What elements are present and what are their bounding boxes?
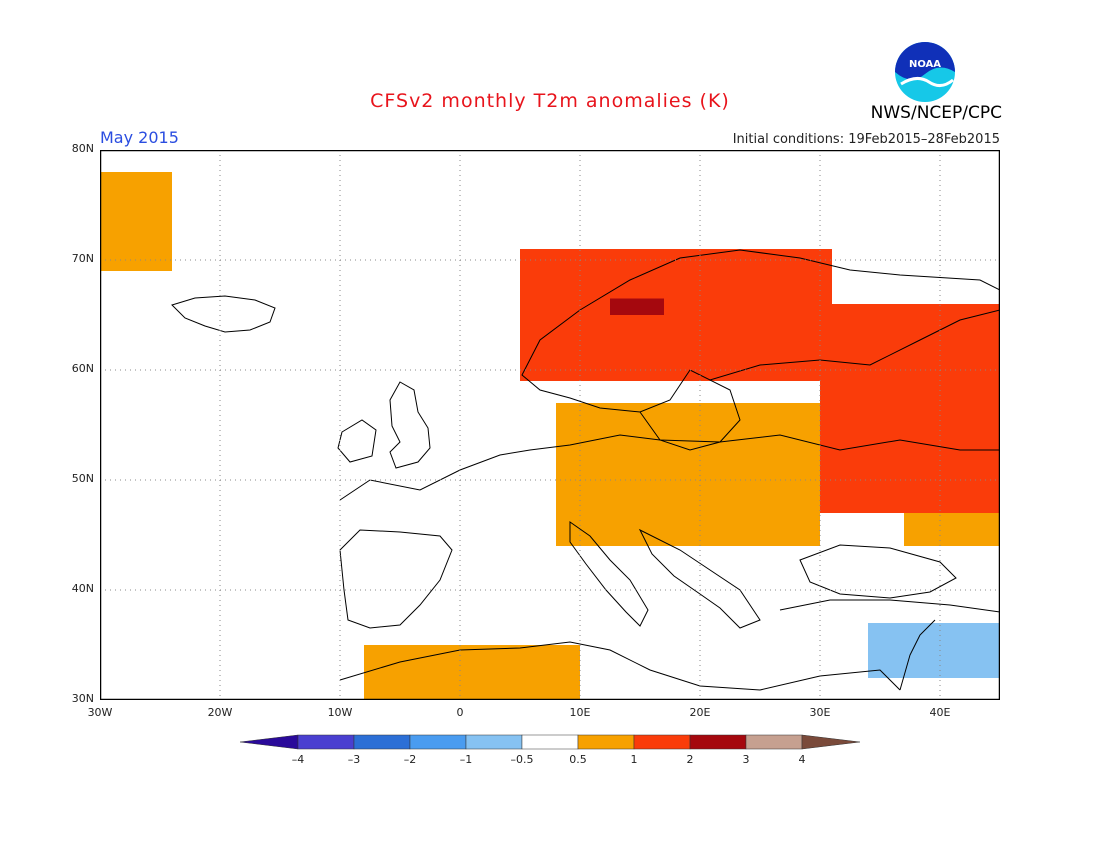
anomaly-cells xyxy=(100,172,1000,700)
colorbar-box xyxy=(689,734,747,750)
anomaly-region-greenland-east-coast xyxy=(100,172,172,271)
graticule xyxy=(100,150,1000,700)
anomaly-region-north-africa xyxy=(364,645,580,700)
anomaly-region-black-sea-north xyxy=(904,513,1000,546)
black-sea-outline xyxy=(799,544,957,599)
colorbar-tick-label: 0.5 xyxy=(569,753,587,766)
colorbar-box xyxy=(353,734,411,750)
lon-label: 20W xyxy=(207,706,233,719)
colorbar-tick-label: –1 xyxy=(460,753,473,766)
middle-east-outline xyxy=(899,619,936,691)
colorbar-tick-label: –2 xyxy=(404,753,417,766)
map-frame xyxy=(100,150,1000,700)
lat-label: 80N xyxy=(71,142,94,155)
colorbar-box xyxy=(745,734,803,750)
mainland-europe-outline xyxy=(339,434,1000,501)
lat-label: 30N xyxy=(71,692,94,705)
colorbar-tick-label: 1 xyxy=(631,753,638,766)
lat-label: 60N xyxy=(71,362,94,375)
lon-label: 30E xyxy=(809,706,831,719)
noaa-logo-icon: NOAA xyxy=(895,42,955,102)
lon-label: 30W xyxy=(87,706,113,719)
forecast-month: May 2015 xyxy=(100,128,179,147)
anomaly-region-western-russia xyxy=(820,304,1000,513)
colorbar-box xyxy=(297,734,355,750)
ireland-outline xyxy=(337,419,377,463)
colorbar-tick-label: 3 xyxy=(743,753,750,766)
initial-conditions: Initial conditions: 19Feb2015–28Feb2015 xyxy=(732,132,1000,147)
colorbar: –4 –3 –2 –1 –0.5 0.5 1 2 3 4 xyxy=(240,734,860,766)
logo-text: NOAA xyxy=(909,59,941,70)
map-title: CFSv2 monthly T2m anomalies (K) xyxy=(370,90,730,112)
colorbar-tick-label: 2 xyxy=(687,753,694,766)
lon-label: 40E xyxy=(929,706,951,719)
lat-label: 50N xyxy=(71,472,94,485)
anomaly-map xyxy=(100,150,1000,700)
iceland-outline xyxy=(171,295,276,333)
colorbar-box xyxy=(633,734,691,750)
colorbar-tick-label: –0.5 xyxy=(511,753,534,766)
lon-label: 0 xyxy=(456,706,464,719)
colorbar-tick-label: 4 xyxy=(799,753,806,766)
anomaly-region-scandinavia xyxy=(520,249,832,381)
british-isles-outline xyxy=(389,381,431,469)
lon-label: 10E xyxy=(569,706,591,719)
colorbar-box xyxy=(577,734,635,750)
colorbar-boxes xyxy=(240,734,860,750)
italy-outline xyxy=(569,521,649,627)
colorbar-tick-label: –3 xyxy=(348,753,361,766)
anomaly-region-central-scandinavian-mountains xyxy=(610,298,664,315)
lon-label: 10W xyxy=(327,706,353,719)
turkey-outline xyxy=(779,599,1000,613)
lon-label: 20E xyxy=(689,706,711,719)
colorbar-high-arrow xyxy=(801,734,860,750)
agency-label: NWS/NCEP/CPC xyxy=(870,103,1002,123)
colorbar-box xyxy=(465,734,523,750)
iberia-outline xyxy=(339,529,453,629)
colorbar-ticks: –4 –3 –2 –1 –0.5 0.5 1 2 3 4 xyxy=(292,753,806,766)
anomaly-region-central-and-eastern-europe xyxy=(556,403,820,546)
colorbar-box xyxy=(521,734,579,750)
colorbar-box xyxy=(409,734,467,750)
north-africa-outline xyxy=(339,641,901,691)
colorbar-low-arrow xyxy=(240,734,299,750)
balkans-outline xyxy=(638,528,761,629)
lat-label: 70N xyxy=(71,252,94,265)
coastlines xyxy=(171,249,1000,691)
anomaly-region-middle-east xyxy=(868,623,1000,678)
lat-label: 40N xyxy=(71,582,94,595)
colorbar-tick-label: –4 xyxy=(292,753,305,766)
